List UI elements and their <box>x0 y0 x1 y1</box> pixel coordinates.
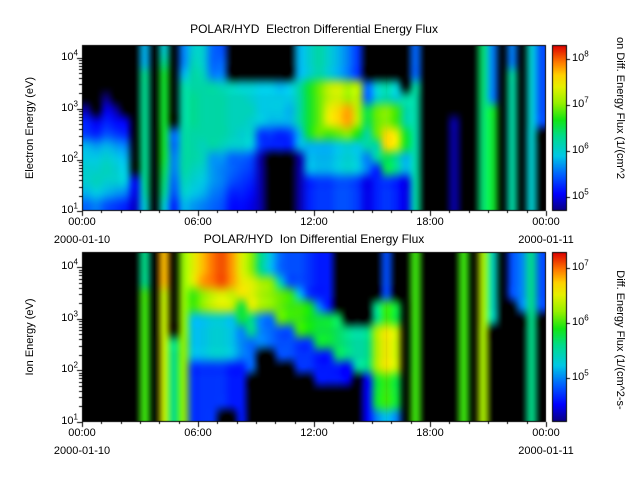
x-tick-label: 00:00 <box>532 427 560 439</box>
colorbar-tick-label: 107 <box>572 258 589 273</box>
y-tick-label: 104 <box>61 48 78 63</box>
exponent: 5 <box>584 187 589 197</box>
exponent: 4 <box>73 257 78 267</box>
y-tick-label: 104 <box>61 257 78 272</box>
colorbar-tick-label: 105 <box>572 187 589 202</box>
exponent: 7 <box>584 258 589 268</box>
exponent: 7 <box>584 95 589 105</box>
exponent: 6 <box>584 313 589 323</box>
x-tick-label: 00:00 <box>68 216 96 228</box>
exponent: 3 <box>73 99 78 109</box>
y-tick-label: 101 <box>61 201 78 216</box>
panel-title-ion: POLAR/HYD Ion Differential Energy Flux <box>203 232 425 246</box>
x-tick-label: 12:00 <box>300 427 328 439</box>
panel-title-electron: POLAR/HYD Electron Differential Energy F… <box>190 22 438 36</box>
colorbar-tick-label: 107 <box>572 95 589 110</box>
exponent: 4 <box>73 48 78 58</box>
end-date-electron: 2000-01-11 <box>518 234 574 246</box>
end-date-ion: 2000-01-11 <box>518 445 574 457</box>
x-tick-label: 18:00 <box>416 427 444 439</box>
x-tick-label: 12:00 <box>300 216 328 228</box>
x-tick-label: 00:00 <box>68 427 96 439</box>
y-tick-label: 101 <box>61 412 78 427</box>
exponent: 1 <box>73 201 78 211</box>
start-date-electron: 2000-01-10 <box>53 234 111 246</box>
y-tick-label: 103 <box>61 99 78 114</box>
exponent: 6 <box>584 141 589 151</box>
y-axis-label-ion: Ion Energy (eV) <box>24 298 36 376</box>
colorbar-tick-label: 106 <box>572 141 589 156</box>
exponent: 1 <box>73 412 78 422</box>
x-tick-label: 06:00 <box>184 216 212 228</box>
x-tick-label: 06:00 <box>184 427 212 439</box>
y-tick-label: 103 <box>61 309 78 324</box>
x-tick-label: 00:00 <box>532 216 560 228</box>
exponent: 2 <box>73 360 78 370</box>
start-date-ion: 2000-01-10 <box>53 445 111 457</box>
colorbar-tick-label: 105 <box>572 368 589 383</box>
x-tick-label: 18:00 <box>416 216 444 228</box>
exponent: 5 <box>584 368 589 378</box>
y-tick-label: 102 <box>61 360 78 375</box>
exponent: 3 <box>73 309 78 319</box>
colorbar-label-ion: Diff. Energy Flux (1/(cm^2-s- <box>614 270 626 410</box>
colorbar-tick-label: 108 <box>572 49 589 64</box>
exponent: 2 <box>73 150 78 160</box>
colorbar-tick-label: 106 <box>572 313 589 328</box>
colorbar-label-electron: on Diff. Energy Flux (1/(cm^2 <box>614 37 626 179</box>
y-axis-label-electron: Electron Energy (eV) <box>24 76 36 180</box>
y-tick-label: 102 <box>61 150 78 165</box>
exponent: 8 <box>584 49 589 59</box>
